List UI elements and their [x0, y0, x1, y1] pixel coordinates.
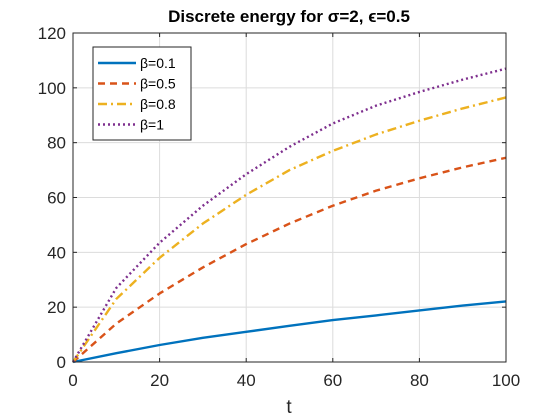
legend-label-2: β=0.8 [140, 96, 176, 112]
x-tick-label: 80 [410, 371, 429, 390]
x-tick-label: 40 [237, 371, 256, 390]
x-axis-label: t [286, 397, 292, 418]
x-tick-label: 100 [492, 371, 520, 390]
y-tick-label: 20 [47, 298, 66, 317]
ticks [72, 32, 507, 363]
y-tick-label: 60 [47, 189, 66, 208]
y-tick-label: 80 [47, 134, 66, 153]
series-lines [71, 67, 507, 364]
legend-label-3: β=1 [140, 117, 164, 133]
y-tick-label: 120 [38, 24, 66, 43]
y-tick-label: 0 [57, 353, 66, 372]
legend: β=0.1 β=0.5 β=0.8 β=1 [92, 46, 192, 141]
series-line-3 [71, 67, 507, 363]
chart-title: Discrete energy for σ=2, ϵ=0.5 [168, 7, 410, 26]
x-tick-label: 0 [68, 371, 77, 390]
x-tick-label: 20 [150, 371, 169, 390]
legend-label-1: β=0.5 [140, 76, 176, 92]
y-tick-label: 100 [38, 79, 66, 98]
y-tick-label: 40 [47, 243, 66, 262]
series-line-0 [72, 300, 507, 364]
legend-label-0: β=0.1 [140, 55, 176, 71]
x-tick-label: 60 [323, 371, 342, 390]
series-line-1 [72, 156, 507, 363]
series-line-2 [72, 96, 507, 363]
tick-labels: 0 20 40 60 80 100 0 20 40 60 80 100 120 [38, 24, 521, 390]
